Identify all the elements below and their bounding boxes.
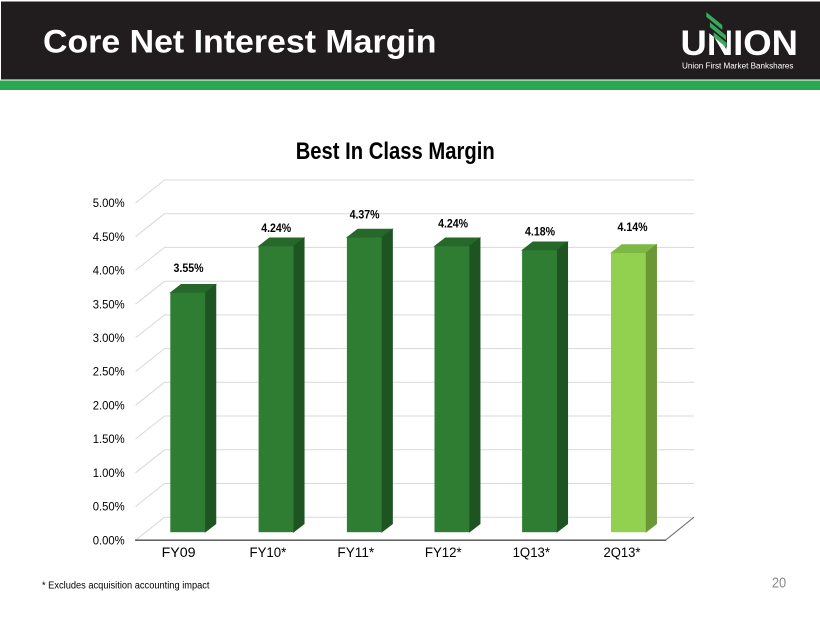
svg-text:4.50%: 4.50%: [93, 232, 125, 244]
svg-text:FY11*: FY11*: [337, 545, 375, 560]
svg-text:2.50%: 2.50%: [93, 367, 125, 379]
svg-text:1.50%: 1.50%: [93, 434, 125, 446]
svg-text:Union First Market Bankshares: Union First Market Bankshares: [682, 61, 794, 71]
svg-text:Core Net Interest Margin: Core Net Interest Margin: [43, 24, 436, 60]
svg-text:* Excludes acquisition account: * Excludes acquisition accounting impact: [42, 581, 210, 592]
svg-text:0.00%: 0.00%: [93, 535, 125, 547]
svg-text:FY12*: FY12*: [425, 545, 463, 560]
svg-text:3.00%: 3.00%: [93, 333, 125, 345]
svg-text:1.00%: 1.00%: [93, 468, 125, 480]
svg-text:0.50%: 0.50%: [93, 502, 125, 514]
svg-text:4.37%: 4.37%: [350, 207, 380, 221]
svg-text:3.50%: 3.50%: [93, 299, 125, 311]
svg-text:FY09: FY09: [162, 545, 196, 560]
svg-text:1Q13*: 1Q13*: [513, 545, 551, 560]
svg-text:20: 20: [772, 576, 786, 592]
svg-text:5.00%: 5.00%: [93, 198, 125, 210]
svg-text:4.24%: 4.24%: [438, 217, 468, 231]
svg-text:3.55%: 3.55%: [174, 261, 204, 275]
svg-text:FY10*: FY10*: [250, 545, 288, 560]
svg-text:4.24%: 4.24%: [261, 221, 291, 235]
svg-text:4.00%: 4.00%: [93, 266, 125, 278]
svg-text:2Q13*: 2Q13*: [604, 545, 642, 560]
svg-text:UNION: UNION: [681, 24, 799, 63]
svg-text:4.18%: 4.18%: [525, 225, 555, 239]
svg-text:Best In Class Margin: Best In Class Margin: [296, 138, 495, 165]
svg-text:2.00%: 2.00%: [93, 400, 125, 412]
svg-text:4.14%: 4.14%: [618, 220, 648, 234]
